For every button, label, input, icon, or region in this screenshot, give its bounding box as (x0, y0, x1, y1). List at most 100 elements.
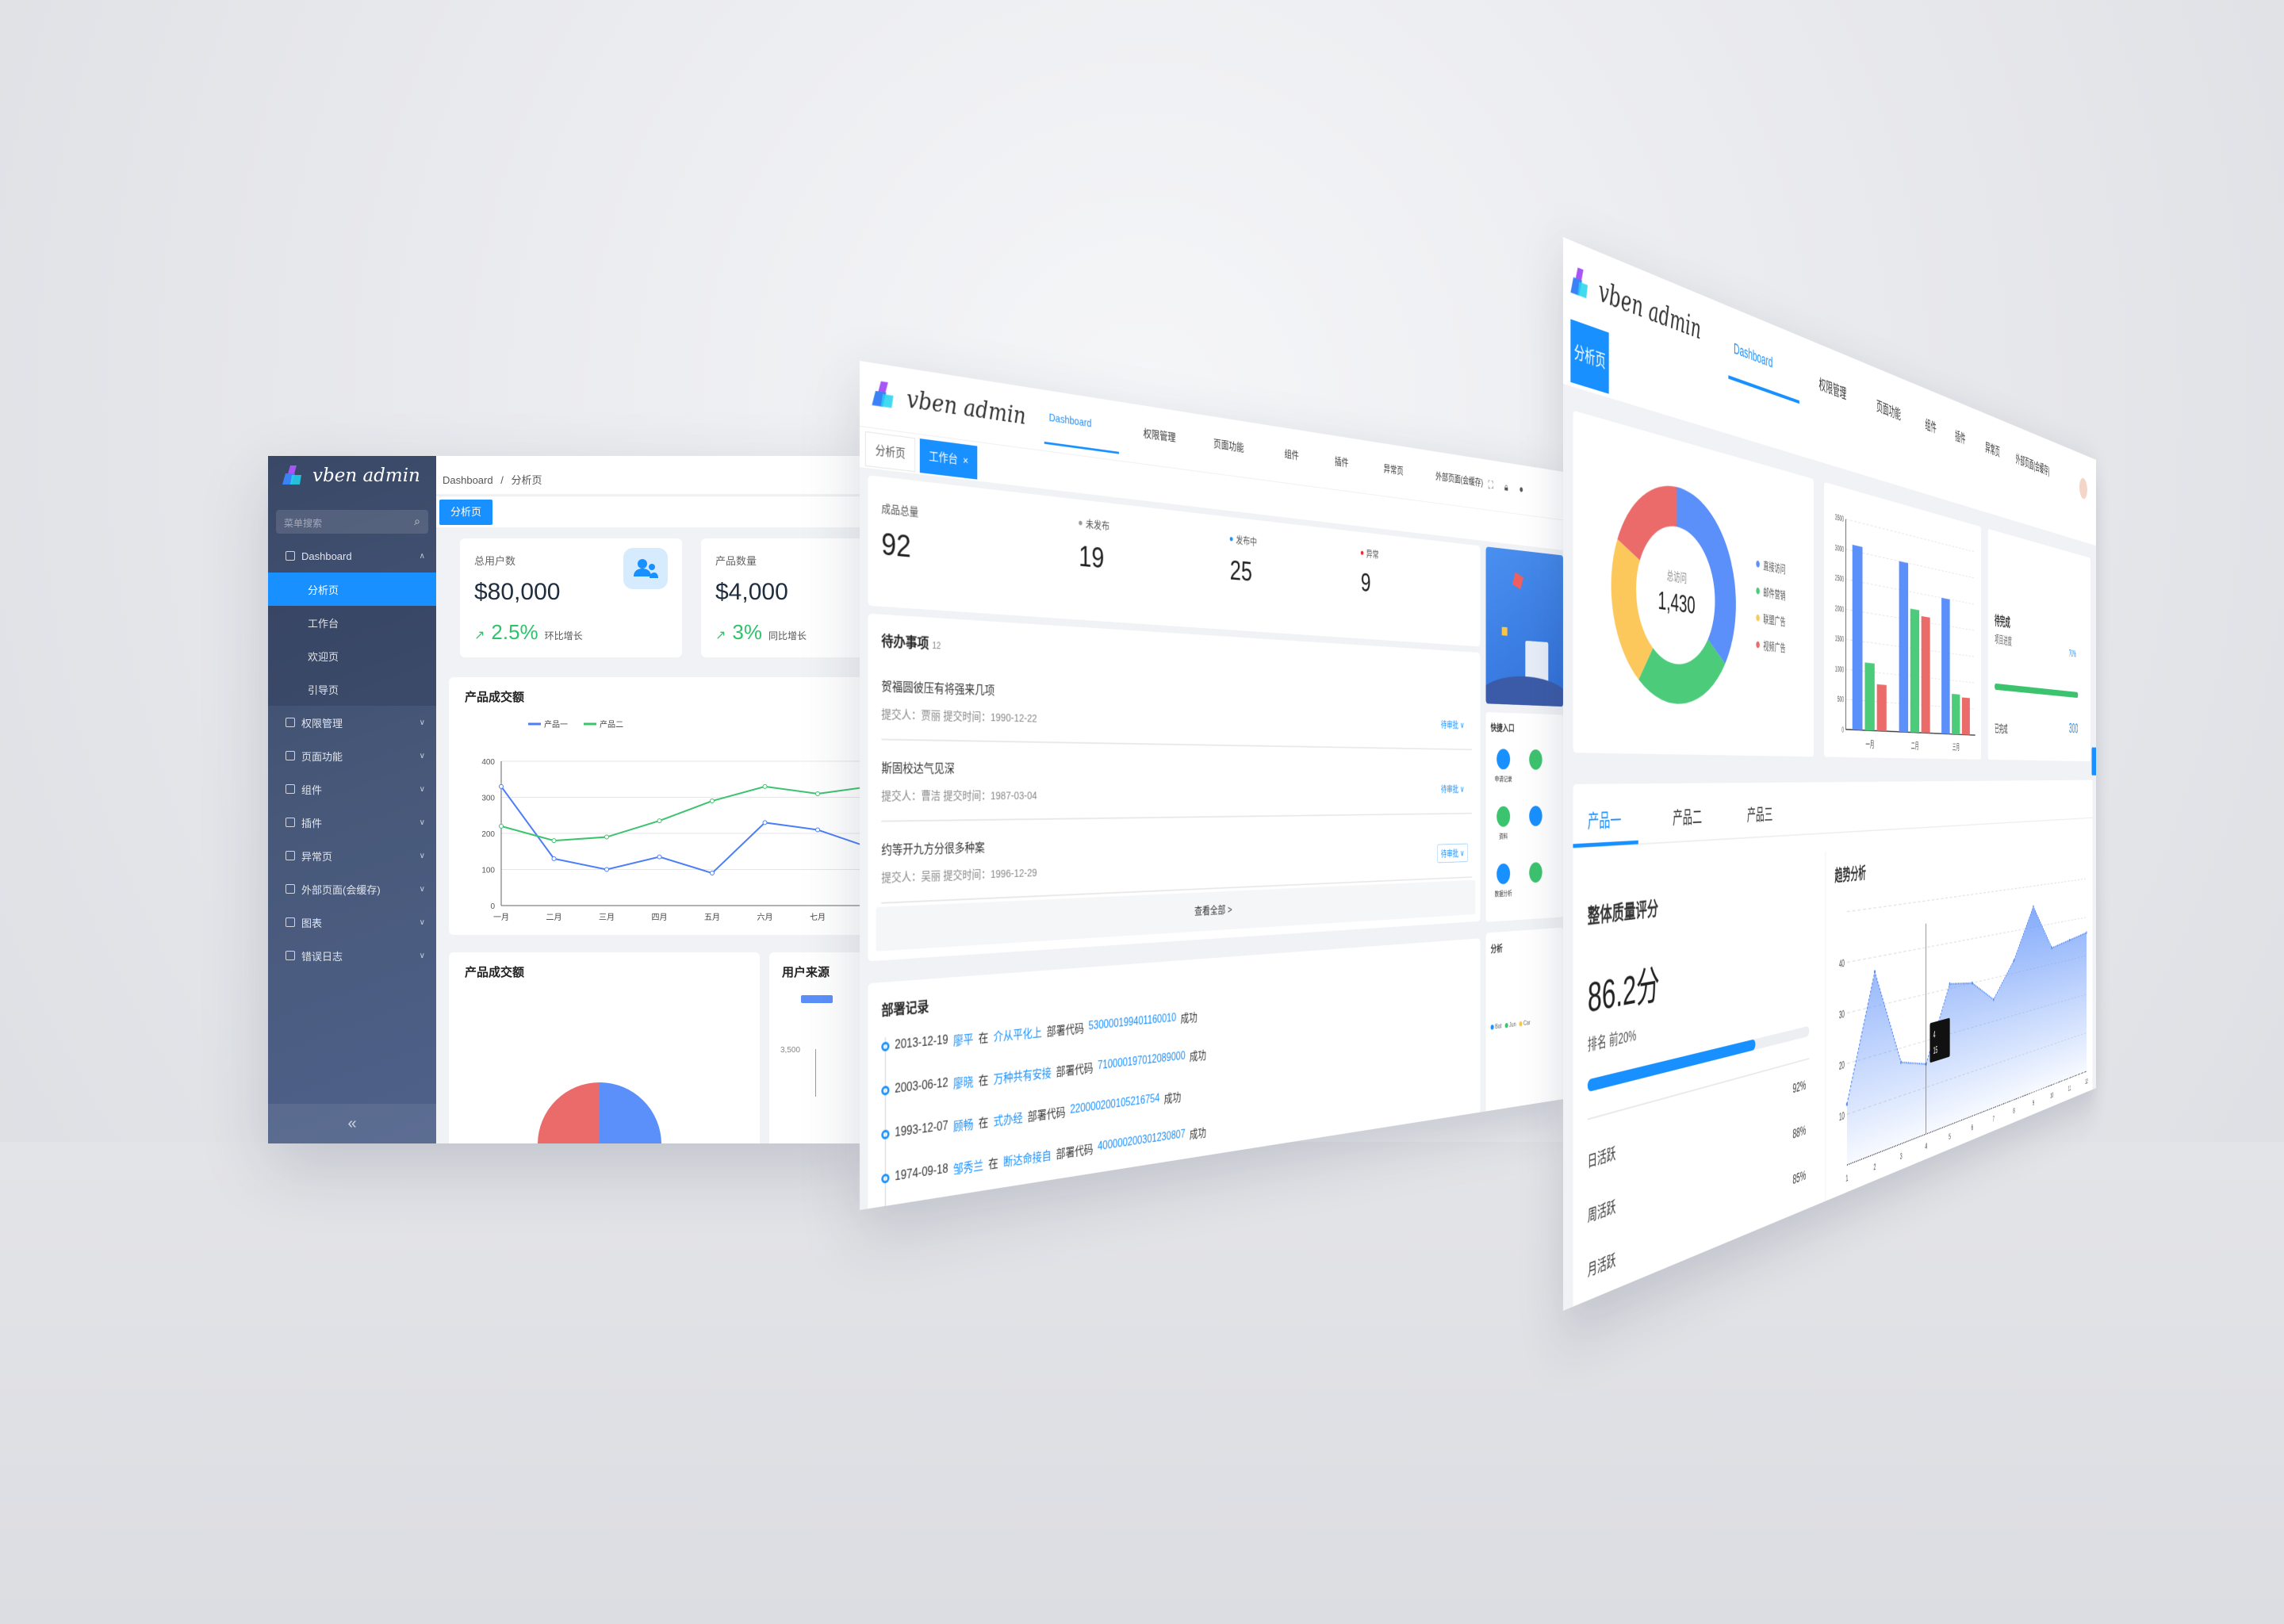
top-menu-item[interactable]: Dashboard (1049, 412, 1092, 431)
bar[interactable] (1899, 561, 1909, 733)
tab-analysis[interactable]: 分析页 (864, 431, 916, 473)
legend-label[interactable]: 视频广告 (1763, 640, 1785, 654)
data-point[interactable] (551, 856, 557, 861)
data-point[interactable] (604, 834, 609, 840)
sidebar-item[interactable]: 图表 ∨ (268, 906, 436, 939)
data-point[interactable] (762, 820, 768, 825)
github-icon[interactable]: ● (1519, 482, 1523, 496)
todo-item[interactable]: 贺福圆彼压有将强来几项 提交人：贾丽 提交时间：1990-12-22 待审批 ∨ (881, 661, 1473, 751)
quick-entry-item[interactable]: 申请记录 (1492, 749, 1516, 783)
legend-label[interactable]: 直接访问 (1763, 559, 1785, 576)
data-point[interactable] (551, 838, 557, 844)
bar[interactable] (1910, 608, 1920, 733)
data-point[interactable] (499, 823, 504, 829)
deploy-place-link[interactable]: 断达命接自 (1002, 1149, 1052, 1170)
sidebar-item[interactable]: 引导页 (268, 672, 436, 706)
data-point[interactable] (1873, 970, 1876, 975)
bar[interactable] (1921, 615, 1930, 733)
sidebar-item[interactable]: 插件 ∨ (268, 806, 436, 839)
deploy-code-link[interactable]: 400000200301230807 (1097, 1128, 1186, 1154)
todo-item[interactable]: 斯固校达气见深 提交人：曹洁 提交时间：1987-03-04 待审批 ∨ (881, 743, 1473, 822)
sidebar-item[interactable]: 组件 ∨ (268, 772, 436, 806)
top-menu-item[interactable]: 异常页 (1985, 438, 1999, 460)
deploy-place-link[interactable]: 介从平化上 (993, 1026, 1042, 1044)
approve-dropdown-button[interactable]: 待审批 ∨ (1440, 718, 1465, 730)
top-menu-item[interactable]: 权限管理 (1144, 425, 1176, 445)
legend-label[interactable]: 联盟广告 (1763, 613, 1785, 628)
quick-entry-icon[interactable] (1529, 749, 1542, 770)
deploy-code-link[interactable]: 530000199401160010 (1088, 1011, 1177, 1033)
approve-dropdown-button[interactable]: 待审批 ∨ (1440, 783, 1465, 795)
sidebar-item[interactable]: 异常页 ∨ (268, 839, 436, 872)
top-menu-item[interactable]: 插件 (1335, 454, 1348, 470)
top-menu-item[interactable]: Dashboard (1734, 339, 1772, 372)
top-menu-item[interactable]: 组件 (1925, 414, 1936, 436)
logo[interactable]: vben admin (872, 373, 1025, 435)
bar[interactable] (1864, 662, 1875, 731)
product-tab[interactable]: 产品三 (1746, 806, 1773, 825)
sidebar-item[interactable]: 欢迎页 (268, 639, 436, 672)
deploy-code-link[interactable]: 220000200105216754 (1070, 1092, 1160, 1116)
sidebar-item[interactable]: 权限管理 ∨ (268, 706, 436, 739)
bar[interactable] (1876, 684, 1887, 732)
sidebar-item[interactable]: Dashboard ∧ (268, 539, 436, 573)
deploy-user-link[interactable]: 廖晓 (952, 1075, 974, 1092)
deploy-user-link[interactable]: 顾畅 (952, 1118, 974, 1135)
menu-search-input[interactable]: 菜单搜索 ⌕ (276, 510, 428, 534)
top-menu-item[interactable]: 页面功能 (1213, 436, 1244, 455)
top-menu-item[interactable]: 异常页 (1384, 462, 1404, 477)
sidebar-item[interactable]: 页面功能 ∨ (268, 739, 436, 772)
quick-entry-icon[interactable] (1529, 806, 1542, 826)
bar[interactable] (1941, 597, 1950, 734)
top-menu-item[interactable]: 外部页面(会缓存) (2016, 450, 2050, 479)
quick-entry-item[interactable]: 数据分析 (1492, 863, 1516, 899)
top-menu-item[interactable]: 插件 (1955, 426, 1965, 447)
bar[interactable] (1952, 693, 1960, 735)
tab-analysis[interactable]: 分析页 (1570, 319, 1609, 394)
data-point[interactable] (604, 867, 609, 872)
approve-dropdown-button[interactable]: 待审批 ∨ (1437, 843, 1469, 864)
sidebar-item[interactable]: 错误日志 ∨ (268, 939, 436, 972)
deploy-user-link[interactable]: 邹秀兰 (952, 1159, 984, 1178)
collapse-sidebar-button[interactable]: « (268, 1104, 436, 1143)
data-point[interactable] (710, 799, 715, 804)
data-point[interactable] (710, 871, 715, 876)
pie-slice[interactable] (538, 1082, 600, 1143)
deploy-code-link[interactable]: 710000197012089000 (1097, 1050, 1186, 1072)
logo[interactable]: vben admin (282, 464, 420, 488)
top-menu-item[interactable]: 权限管理 (1819, 373, 1847, 403)
user-avatar[interactable] (2079, 477, 2087, 500)
data-point[interactable] (657, 854, 662, 860)
tab-analysis[interactable]: 分析页 (439, 500, 493, 525)
sidebar-item[interactable]: 分析页 (268, 573, 436, 606)
breadcrumb-dashboard[interactable]: Dashboard (443, 474, 493, 486)
top-menu-item[interactable]: 组件 (1285, 446, 1299, 462)
legend-label[interactable]: 邮件营销 (1763, 587, 1785, 602)
lock-icon[interactable]: 🔒︎ (1504, 481, 1508, 493)
legend-label[interactable]: 产品二 (600, 719, 623, 730)
bar[interactable] (1852, 544, 1863, 730)
data-point[interactable] (499, 783, 504, 789)
quick-entry-item[interactable]: 资料 (1492, 806, 1516, 842)
bar[interactable] (1961, 697, 1970, 735)
product-tab[interactable]: 产品二 (1673, 807, 1703, 829)
quick-entry-icon[interactable] (1529, 862, 1542, 883)
pie-slice[interactable] (600, 1082, 661, 1143)
legend-label[interactable]: 产品一 (544, 719, 568, 730)
deploy-place-link[interactable]: 式办经 (993, 1112, 1023, 1129)
top-menu-item[interactable]: 外部页面(会缓存) (1435, 469, 1483, 489)
tab-workbench[interactable]: 工作台 × (919, 438, 978, 480)
data-point[interactable] (815, 791, 820, 796)
top-menu-item[interactable]: 页面功能 (1876, 395, 1901, 423)
sidebar-item[interactable]: 外部页面(会缓存) ∨ (268, 872, 436, 906)
data-point[interactable] (815, 827, 820, 833)
product-tab[interactable]: 产品一 (1587, 810, 1622, 833)
donut-slice[interactable] (1611, 538, 1654, 681)
deploy-user-link[interactable]: 廖平 (952, 1033, 974, 1049)
sidebar-item[interactable]: 工作台 (268, 606, 436, 639)
data-point[interactable] (762, 783, 768, 789)
close-tab-icon[interactable]: × (963, 454, 969, 468)
deploy-place-link[interactable]: 万种共有安接 (993, 1067, 1052, 1087)
data-point[interactable] (657, 818, 662, 824)
fullscreen-icon[interactable]: ⛶ (1488, 478, 1493, 492)
